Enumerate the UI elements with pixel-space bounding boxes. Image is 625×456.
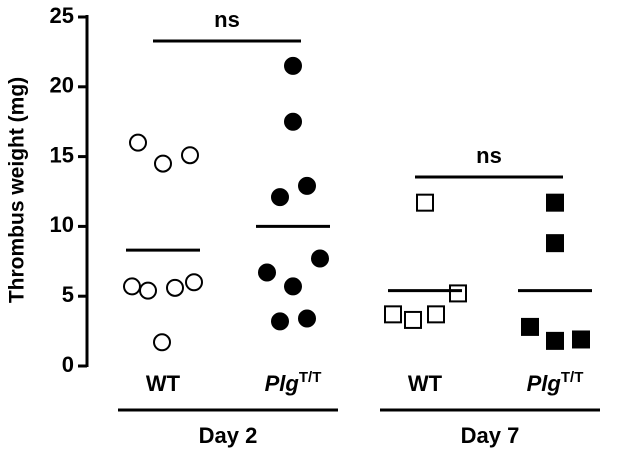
y-axis-label: Thrombus weight (mg) [6, 77, 29, 303]
data-point [546, 331, 564, 350]
y-tick-label: 20 [50, 73, 74, 98]
data-point [271, 312, 289, 331]
data-point [521, 317, 539, 336]
data-point [129, 133, 147, 152]
category-label: Plg [265, 371, 300, 396]
data-point [154, 154, 172, 173]
x-tick-label: WT [408, 371, 443, 396]
x-tick-label: PlgT/T [265, 369, 322, 396]
data-point [416, 193, 434, 212]
significance-label: ns [476, 143, 502, 168]
category-superscript: T/T [561, 369, 584, 386]
data-point [449, 284, 467, 303]
data-point [123, 277, 141, 296]
data-point [311, 249, 329, 268]
y-tick-label: 10 [50, 212, 74, 237]
y-tick-label: 0 [62, 352, 74, 377]
data-point [284, 112, 302, 131]
category-label: Plg [527, 371, 562, 396]
data-point [271, 188, 289, 207]
data-point [166, 278, 184, 297]
data-point [427, 305, 445, 324]
group-label: Day 2 [199, 423, 258, 448]
data-point [185, 273, 203, 292]
y-tick-label: 5 [62, 282, 74, 307]
y-tick-label: 25 [50, 3, 74, 28]
category-label: WT [146, 371, 181, 396]
data-point [298, 309, 316, 328]
data-point [153, 333, 171, 352]
group-label: Day 7 [461, 423, 520, 448]
x-tick-label: PlgT/T [527, 369, 584, 396]
data-point [284, 56, 302, 75]
data-point [384, 305, 402, 324]
data-point [139, 281, 157, 300]
significance-label: ns [214, 7, 240, 32]
data-point [546, 234, 564, 253]
data-point [404, 310, 422, 329]
data-point [546, 193, 564, 212]
data-point [181, 146, 199, 165]
data-point [258, 263, 276, 282]
data-point [284, 277, 302, 296]
data-point [298, 176, 316, 195]
x-tick-label: WT [146, 371, 181, 396]
y-tick-label: 15 [50, 142, 74, 167]
data-point [572, 330, 590, 349]
category-label: WT [408, 371, 443, 396]
category-superscript: T/T [299, 369, 322, 386]
